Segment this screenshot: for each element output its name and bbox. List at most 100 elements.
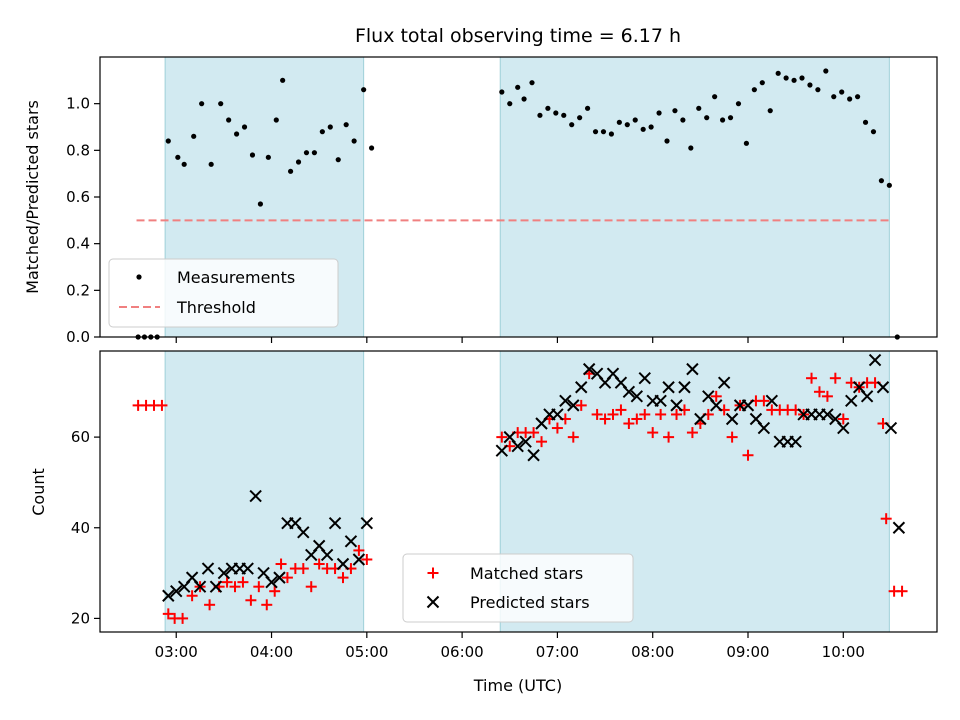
measurement-point (303, 150, 310, 156)
legend-threshold-label: Threshold (176, 298, 256, 317)
predicted-star-mark (694, 412, 707, 426)
top-legend: Measurements Threshold (108, 258, 339, 328)
measurement-point (600, 129, 607, 135)
predicted-star-point (344, 535, 358, 548)
predicted-star-mark (789, 435, 802, 448)
x-tick-label: 10:00 (822, 643, 865, 661)
predicted-star-mark (575, 381, 588, 394)
predicted-star-mark (757, 421, 771, 435)
measurement-point (664, 138, 670, 144)
measurement-point (335, 157, 341, 163)
measurement-point (608, 131, 615, 137)
top-shaded-interval-1 (500, 57, 890, 337)
matched-star-point (837, 413, 849, 425)
x-tick-label: 09:00 (726, 643, 769, 661)
x-tick-label: 03:00 (155, 643, 198, 661)
measurement-point (553, 110, 559, 116)
bottom-y-tick-label: 60 (71, 428, 90, 446)
matched-star-point (269, 585, 281, 597)
measurement-point (791, 77, 797, 83)
predicted-star-point (582, 362, 596, 376)
predicted-star-mark (717, 376, 731, 389)
predicted-star-mark (495, 444, 509, 457)
matched-star-point (631, 413, 643, 425)
predicted-star-mark (614, 376, 628, 389)
predicted-star-mark (265, 575, 278, 589)
measurement-point (577, 115, 583, 121)
measurement-point (831, 94, 837, 100)
measurement-point (257, 201, 264, 207)
predicted-star-point (821, 408, 834, 421)
predicted-star-mark (289, 517, 302, 530)
predicted-star-point (265, 575, 278, 589)
predicted-star-mark (519, 435, 532, 448)
predicted-star-point (273, 571, 286, 584)
predicted-star-mark (876, 381, 890, 394)
matched-star-point (221, 576, 233, 588)
legend-predicted-marker (426, 595, 440, 609)
measurement-point (343, 122, 349, 128)
measurement-point (273, 117, 279, 123)
predicted-star-mark (217, 566, 231, 580)
predicted-star-mark (559, 394, 572, 408)
predicted-star-point (559, 394, 572, 408)
predicted-star-point (241, 562, 254, 575)
predicted-star-mark (678, 381, 691, 394)
predicted-star-point (789, 435, 802, 448)
predicted-star-mark (852, 381, 866, 394)
x-tick-label: 05:00 (345, 643, 388, 661)
legend-measurements-label: Measurements (177, 268, 295, 287)
x-tick-label: 06:00 (441, 643, 484, 661)
measurement-point (751, 87, 757, 93)
predicted-star-point (710, 399, 723, 412)
predicted-star-point (654, 394, 667, 408)
predicted-star-mark (336, 557, 350, 571)
measurement-point (507, 101, 513, 107)
predicted-star-mark (845, 394, 858, 408)
predicted-star-mark (725, 412, 739, 426)
predicted-star-mark (654, 394, 667, 408)
measurement-point (584, 105, 591, 111)
predicted-star-mark (352, 553, 366, 566)
top-y-axis-label: Matched/Predicted stars (23, 100, 42, 294)
predicted-star-mark (527, 449, 540, 462)
matched-star-point (758, 395, 770, 407)
x-axis-label: Time (UTC) (473, 676, 562, 695)
measurement-point (799, 75, 805, 81)
measurement-point (241, 124, 248, 130)
predicted-star-mark (670, 399, 683, 412)
measurement-point (592, 129, 599, 135)
x-tick-label: 07:00 (536, 643, 579, 661)
predicted-star-mark (241, 562, 254, 575)
measurement-point (862, 119, 869, 125)
top-y-tick-label: 0.6 (66, 188, 90, 206)
predicted-star-mark (201, 562, 215, 575)
predicted-star-mark (590, 367, 604, 380)
measurement-point (624, 122, 630, 128)
measurement-point (783, 75, 789, 81)
predicted-star-mark (606, 367, 620, 380)
measurement-point (839, 89, 845, 95)
predicted-star-mark (892, 521, 906, 534)
measurement-point (529, 80, 535, 86)
measurement-point (181, 161, 187, 167)
predicted-star-point (360, 517, 374, 530)
measurement-point (265, 154, 271, 160)
predicted-star-mark (344, 535, 358, 548)
matched-star-point (536, 436, 548, 448)
predicted-star-mark (638, 371, 651, 385)
predicted-star-point (567, 399, 580, 412)
measurement-point (287, 168, 294, 174)
measurement-point (854, 94, 861, 100)
measurement-point (767, 108, 773, 114)
predicted-star-point (201, 562, 215, 575)
matched-star-point (297, 563, 309, 575)
top-y-tick-label: 1.0 (66, 95, 90, 113)
predicted-star-point (845, 394, 858, 408)
measurement-point (226, 117, 232, 123)
predicted-star-mark (702, 390, 715, 403)
matched-star-point (261, 599, 273, 611)
predicted-star-mark (567, 399, 580, 412)
predicted-star-point (249, 489, 262, 503)
matched-star-point (204, 599, 216, 611)
